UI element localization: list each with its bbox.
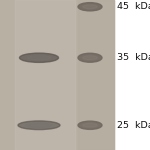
- Ellipse shape: [83, 123, 97, 127]
- Ellipse shape: [20, 53, 58, 62]
- Ellipse shape: [26, 123, 52, 127]
- Bar: [78, 0, 114, 150]
- Ellipse shape: [78, 53, 102, 62]
- Ellipse shape: [78, 121, 102, 129]
- Bar: [15, 0, 75, 150]
- Ellipse shape: [78, 3, 102, 11]
- Ellipse shape: [83, 56, 97, 60]
- Ellipse shape: [18, 121, 60, 130]
- Bar: [0, 0, 114, 150]
- Ellipse shape: [83, 5, 97, 9]
- Text: 35  kDa: 35 kDa: [117, 53, 150, 62]
- Text: 45  kDa: 45 kDa: [117, 2, 150, 11]
- Ellipse shape: [27, 56, 51, 60]
- Text: 25  kDa: 25 kDa: [117, 121, 150, 130]
